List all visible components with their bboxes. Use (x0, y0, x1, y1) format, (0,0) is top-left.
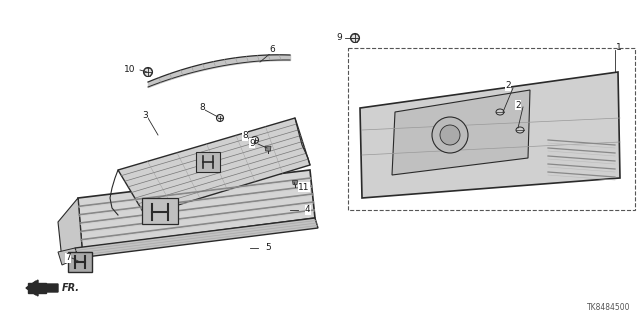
Circle shape (440, 125, 460, 145)
Text: 6: 6 (269, 44, 275, 54)
Text: 5: 5 (265, 243, 271, 253)
Circle shape (143, 68, 152, 77)
Text: 9: 9 (336, 33, 342, 42)
Polygon shape (118, 118, 310, 215)
Bar (196, 152, 220, 172)
Text: 2: 2 (515, 100, 521, 109)
Text: 8: 8 (199, 103, 205, 113)
Text: 10: 10 (124, 65, 135, 75)
Ellipse shape (496, 109, 504, 115)
Text: 9: 9 (249, 138, 255, 147)
Text: 1: 1 (616, 43, 621, 53)
Ellipse shape (516, 127, 524, 133)
FancyArrow shape (26, 281, 58, 295)
Polygon shape (58, 248, 78, 265)
Polygon shape (28, 280, 38, 296)
Polygon shape (360, 72, 620, 198)
Text: FR.: FR. (62, 283, 80, 293)
Text: 11: 11 (298, 182, 310, 191)
Polygon shape (58, 198, 82, 260)
Bar (348, 48, 635, 210)
Polygon shape (28, 283, 46, 293)
Polygon shape (292, 181, 298, 184)
Text: 8: 8 (242, 131, 248, 140)
Text: 3: 3 (142, 112, 148, 121)
Text: 7: 7 (65, 254, 71, 263)
Polygon shape (392, 90, 530, 175)
Circle shape (432, 117, 468, 153)
Circle shape (252, 137, 259, 144)
Circle shape (351, 33, 360, 42)
Polygon shape (75, 218, 318, 258)
Polygon shape (265, 146, 271, 151)
Bar (142, 198, 178, 224)
Text: TK8484500: TK8484500 (586, 303, 630, 312)
Text: 2: 2 (505, 81, 511, 91)
Circle shape (216, 115, 223, 122)
Polygon shape (78, 170, 315, 248)
Bar (68, 252, 92, 272)
Text: 4: 4 (305, 205, 310, 214)
